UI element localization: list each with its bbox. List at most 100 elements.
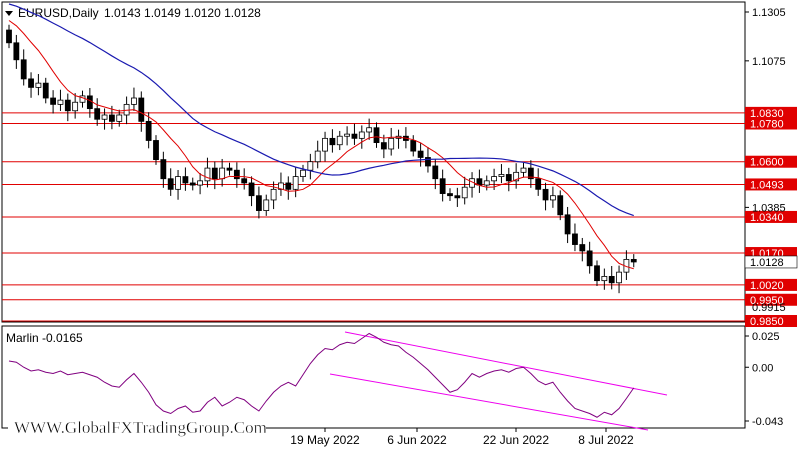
price-tick-label: 1.0385 — [752, 202, 786, 214]
indicator-label: Marlin -0.0165 — [6, 331, 83, 345]
candle-bearish — [417, 150, 424, 158]
date-tick-label: 6 Jun 2022 — [387, 433, 447, 447]
candle-bearish — [579, 244, 586, 252]
candle-bullish — [175, 176, 181, 190]
candle-bearish — [109, 114, 115, 122]
price-tick-label: 1.1075 — [752, 56, 786, 68]
candle-bullish — [57, 99, 64, 105]
candle-bearish — [439, 178, 446, 194]
candle-bearish — [454, 195, 461, 199]
candle-bullish — [314, 150, 321, 163]
watermark: WWW.GlobalFXTradingGroup.Com — [14, 418, 267, 437]
level-badge-label: 1.0600 — [750, 157, 784, 169]
candle-bearish — [630, 259, 637, 263]
price-tick-label: 1.1305 — [752, 7, 786, 19]
candle-bearish — [557, 195, 564, 216]
candle-bearish — [380, 142, 387, 150]
candle-bullish — [307, 161, 314, 171]
candle-bearish — [189, 182, 196, 186]
candle-bullish — [270, 188, 277, 201]
candle-bullish — [550, 195, 556, 201]
candle-bullish — [131, 97, 137, 105]
candlesticks — [6, 24, 637, 294]
candle-bearish — [564, 214, 571, 235]
level-badge-label: 1.0780 — [750, 118, 784, 130]
candle-bearish — [153, 140, 159, 160]
indicator-tick-label: 0.00 — [752, 362, 773, 374]
level-badge-label: 1.0493 — [750, 179, 784, 191]
candle-bearish — [586, 250, 593, 267]
candle-bearish — [608, 276, 615, 284]
candle-bearish — [410, 140, 417, 152]
candle-bullish — [219, 167, 226, 180]
level-badge — [745, 315, 797, 327]
candle-bullish — [300, 169, 306, 177]
candle-bearish — [13, 42, 20, 61]
candle-bullish — [616, 271, 622, 284]
candle-bearish — [226, 167, 233, 171]
indicator-tick-label: -0.043 — [752, 416, 783, 428]
candle-bearish — [20, 59, 27, 80]
candle-bearish — [233, 169, 240, 180]
current-price-badge — [744, 255, 798, 269]
candle-bullish — [491, 176, 498, 182]
candle-bearish — [594, 265, 600, 282]
date-tick-label: 19 May 2022 — [290, 433, 360, 447]
symbol-label: EURUSD,Daily — [18, 6, 99, 20]
candle-bearish — [86, 95, 93, 110]
candle-bullish — [197, 180, 204, 186]
candle-bearish — [94, 108, 101, 120]
candle-bullish — [116, 114, 123, 122]
level-badge — [745, 293, 797, 306]
level-badge-label: 1.0020 — [750, 280, 784, 292]
candle-bearish — [248, 182, 255, 197]
candle-bearish — [138, 97, 145, 122]
candle-bearish — [432, 165, 439, 180]
price-tick-label: 0.9915 — [752, 302, 786, 314]
level-badge-label: 0.9950 — [750, 295, 784, 307]
candle-bearish — [255, 195, 262, 211]
indicator-panel-frame — [1, 325, 746, 429]
candle-bearish — [505, 174, 512, 182]
candle-bearish — [373, 127, 380, 144]
candle-bearish — [64, 99, 71, 112]
candle-bearish — [211, 167, 218, 180]
candle-bearish — [167, 178, 174, 190]
candle-bearish — [527, 167, 534, 180]
candle-bullish — [388, 137, 395, 150]
candle-bullish — [292, 176, 299, 190]
marlin-oscillator-line — [8, 332, 635, 418]
date-tick-label: 8 Jul 2022 — [578, 433, 634, 447]
channel-upper-line — [344, 331, 668, 396]
candle-bullish — [72, 101, 79, 112]
candle-bullish — [35, 82, 42, 88]
candle-bullish — [366, 127, 373, 133]
candle-bullish — [461, 186, 468, 199]
watermark-backdrop — [8, 414, 266, 440]
candle-bullish — [278, 182, 284, 190]
candle-bullish — [336, 135, 343, 146]
candle-bearish — [425, 157, 431, 167]
level-badge — [745, 117, 797, 130]
price-axis: 1.08301.07801.06001.04931.03401.01701.00… — [744, 7, 798, 328]
ohlc-readout: 1.0143 1.0149 1.0120 1.0128 — [104, 6, 261, 20]
channel-lower-line — [329, 373, 649, 431]
candle-bearish — [145, 120, 152, 141]
candle-bearish — [28, 78, 34, 88]
candle-bearish — [241, 178, 248, 184]
indicator-tick-label: 0.025 — [752, 331, 780, 343]
candle-bearish — [285, 182, 292, 190]
dropdown-triangle-icon[interactable] — [5, 11, 13, 16]
indicator-axis: 0.025 0.00 -0.043 — [745, 331, 783, 428]
candle-bearish — [535, 178, 542, 190]
level-badge — [745, 278, 797, 291]
candle-bullish — [498, 174, 505, 177]
candle-bullish — [344, 133, 351, 137]
candle-bullish — [101, 114, 108, 120]
candle-bearish — [50, 97, 56, 105]
candle-bearish — [42, 82, 49, 99]
candle-bullish — [358, 131, 365, 139]
candle-bearish — [351, 133, 358, 139]
